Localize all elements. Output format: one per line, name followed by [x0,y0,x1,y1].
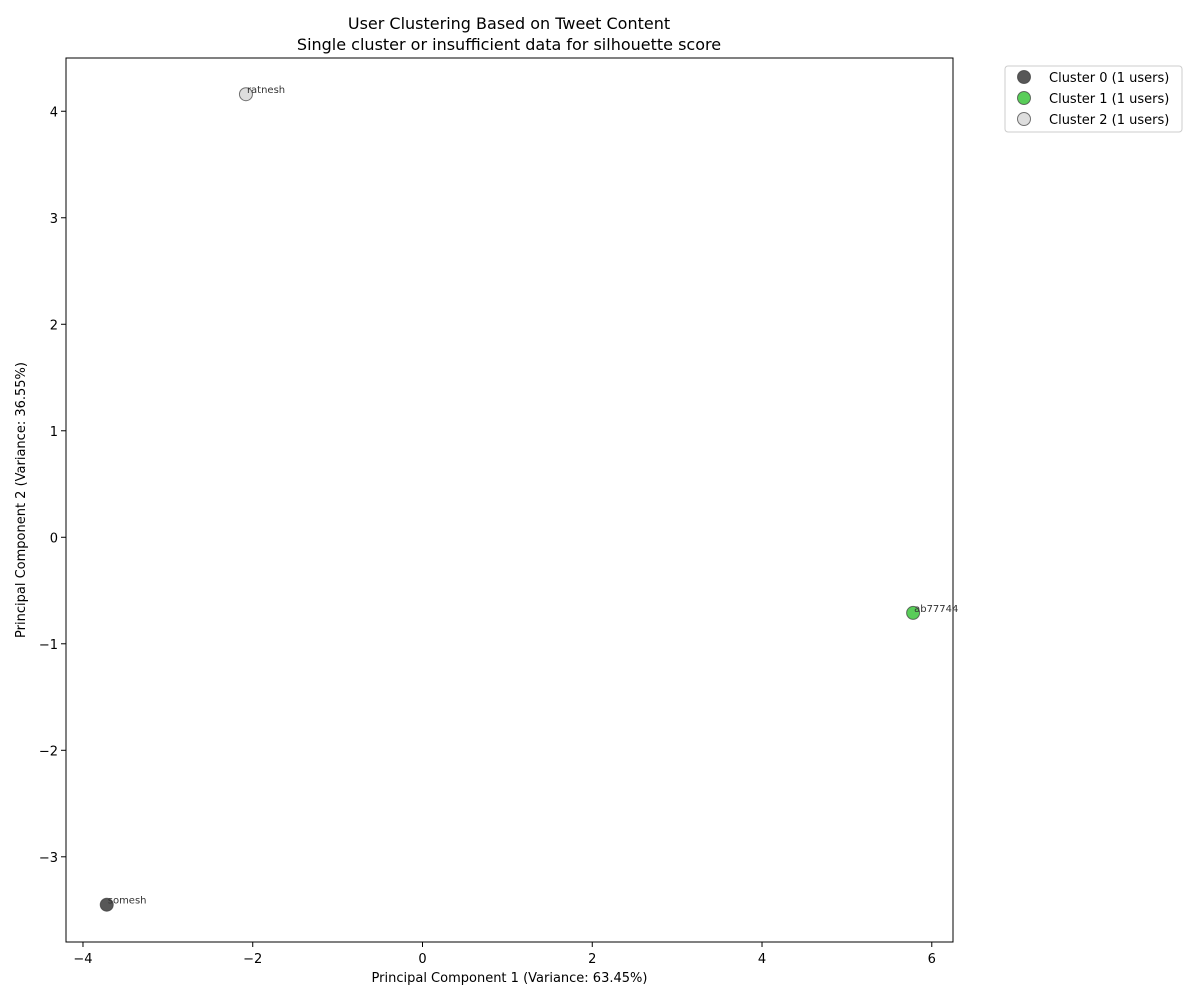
point-label: ab77744 [914,604,958,615]
y-axis-label: Principal Component 2 (Variance: 36.55%) [14,362,29,638]
x-tick-label: 0 [418,952,426,967]
y-tick-label: 4 [50,105,58,120]
data-points: somesh ab77744 ratnesh [99,85,958,912]
data-point-cluster-0 [99,897,114,912]
legend-entry: Cluster 2 (1 users) [1049,113,1169,128]
x-tick-label: −2 [243,952,262,967]
legend-entry: Cluster 1 (1 users) [1049,92,1169,107]
legend-marker [1017,91,1031,105]
x-tick-label: 4 [758,952,766,967]
legend: Cluster 0 (1 users) Cluster 1 (1 users) Cl… [1004,65,1183,133]
data-point-cluster-1 [906,605,921,620]
y-tick-label: 1 [50,425,58,440]
x-axis-label: Principal Component 1 (Variance: 63.45%) [372,971,648,986]
chart-subtitle: Single cluster or insufficient data for … [297,35,721,54]
x-tick-label: −4 [73,952,92,967]
y-tick-label: 2 [50,318,58,333]
legend-entry: Cluster 0 (1 users) [1049,71,1169,86]
y-tick-label: 3 [50,212,58,227]
x-tick-label: 6 [928,952,936,967]
data-point-cluster-2 [238,87,253,102]
y-tick-label: −2 [39,744,58,759]
legend-marker [1017,70,1031,84]
y-tick-label: −1 [39,638,58,653]
axis-ticks: −4 −2 0 2 4 6 −3 −2 −1 0 1 2 3 4 [39,105,936,967]
legend-marker [1017,112,1031,126]
y-tick-label: −3 [39,851,58,866]
legend-box [1004,65,1183,133]
point-label: somesh [108,896,147,907]
y-tick-label: 0 [50,531,58,546]
chart-title: User Clustering Based on Tweet Content [348,14,670,33]
point-label: ratnesh [247,85,285,96]
x-tick-label: 2 [588,952,596,967]
plot-area [65,57,954,943]
